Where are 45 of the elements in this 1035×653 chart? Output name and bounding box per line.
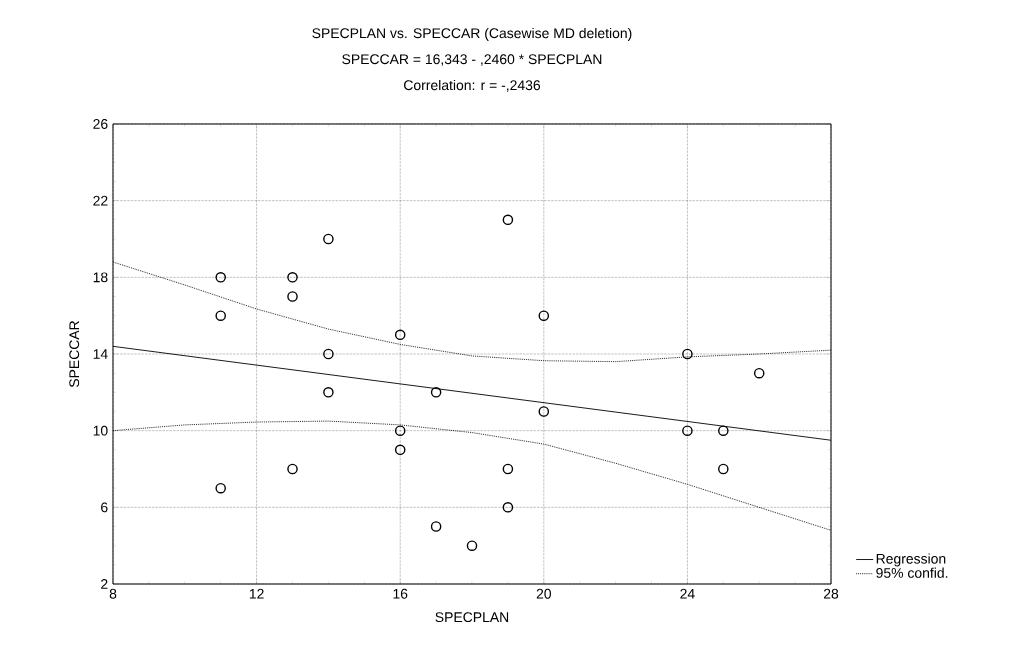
point	[538, 310, 550, 321]
point	[682, 425, 693, 436]
y-tick-label: 18	[93, 272, 108, 283]
y-tick-label: 26	[93, 119, 108, 129]
y-axis-title: SPECCAR	[69, 320, 80, 388]
point	[502, 502, 514, 513]
point	[430, 521, 442, 532]
point	[466, 540, 478, 551]
point	[323, 387, 334, 398]
x-tick-label: 20	[536, 588, 552, 599]
point	[323, 233, 334, 245]
point	[323, 348, 334, 360]
x-tick-label: 24	[680, 588, 695, 599]
point	[394, 444, 406, 456]
point	[718, 463, 729, 475]
point	[753, 367, 765, 379]
x-tick-label: 28	[823, 588, 839, 599]
point	[394, 425, 406, 436]
point	[718, 425, 729, 436]
point	[215, 272, 226, 283]
legend-label: Regression	[876, 553, 946, 567]
x-axis-title: SPECPLAN	[435, 612, 509, 623]
point	[430, 387, 442, 398]
y-tick-label: 6	[101, 502, 108, 513]
point	[682, 348, 693, 360]
chart-title: SPECPLAN vs. SPECCAR (Casewise MD deletion)	[312, 27, 632, 41]
point	[538, 406, 550, 417]
y-tick-label: 2	[101, 579, 108, 589]
x-tick-label: 8	[109, 588, 117, 599]
x-tick-label: 12	[249, 588, 264, 599]
legend-label: 95% confid.	[876, 567, 948, 578]
y-tick-label: 10	[93, 425, 108, 436]
point	[502, 214, 514, 226]
point	[394, 329, 406, 341]
y-tick-label: 22	[93, 195, 108, 206]
text: Correlation: r = -,2436	[404, 79, 541, 92]
chart-subtitle: SPECCAR = 16,343 - ,2460 * SPECPLAN	[342, 54, 602, 66]
y-tick-label: 14	[93, 349, 108, 359]
point	[215, 310, 226, 321]
point	[215, 482, 226, 494]
x-tick-label: 16	[393, 588, 408, 599]
point	[287, 463, 298, 475]
point	[502, 463, 514, 475]
point	[287, 291, 298, 302]
point	[287, 272, 298, 283]
